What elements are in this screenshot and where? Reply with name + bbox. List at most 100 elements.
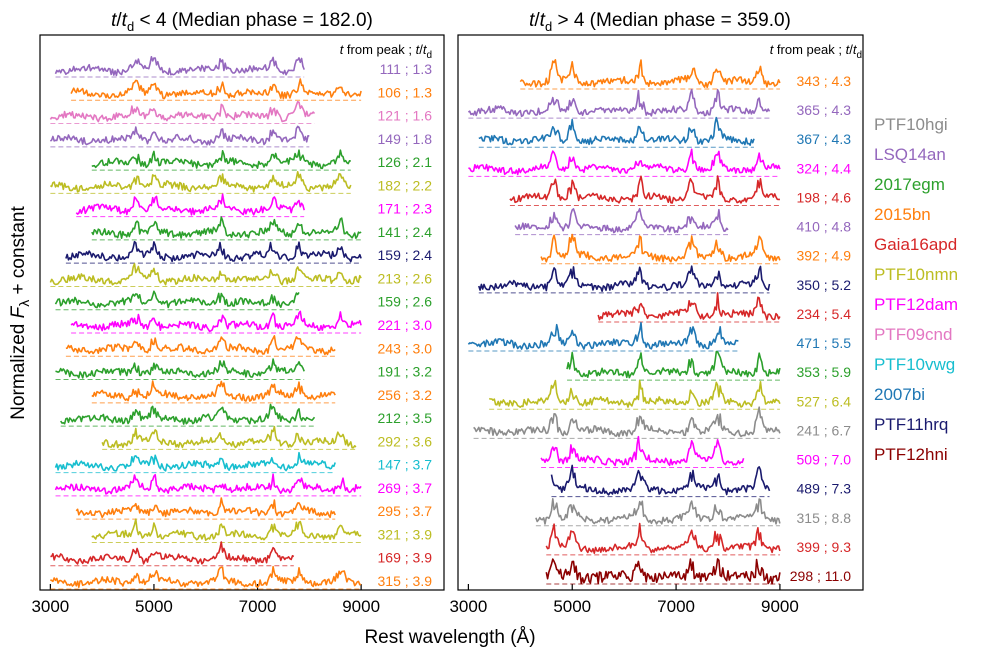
y-axis-label: Normalized Fλ + constant bbox=[8, 206, 32, 420]
spectrum-1-15 bbox=[535, 497, 781, 525]
spectrum-label-1-12: 241 ; 6.7 bbox=[797, 422, 852, 438]
legend-item-0: PTF10hgi bbox=[874, 115, 948, 134]
spectrum-label-0-0: 111 ; 1.3 bbox=[380, 61, 433, 77]
spectrum-label-1-11: 527 ; 6.4 bbox=[797, 393, 852, 409]
spectrum-0-0 bbox=[54, 55, 305, 77]
spectrum-label-1-1: 365 ; 4.3 bbox=[797, 102, 852, 118]
spectrum-label-1-6: 392 ; 4.9 bbox=[797, 248, 852, 264]
right-panel-title: t/td > 4 (Median phase = 359.0) bbox=[529, 10, 791, 34]
legend-item-3: 2015bn bbox=[874, 205, 931, 224]
spectrum-label-0-6: 171 ; 2.3 bbox=[378, 201, 433, 217]
legend-item-6: PTF12dam bbox=[874, 295, 958, 314]
spectrum-label-1-4: 198 ; 4.6 bbox=[797, 189, 852, 205]
x-tick-label-1-3: 9000 bbox=[761, 597, 799, 616]
x-axis-label: Rest wavelength (Å) bbox=[364, 627, 535, 648]
spectrum-1-1 bbox=[467, 88, 771, 118]
spectrum-1-5 bbox=[514, 207, 729, 234]
spectrum-label-0-3: 149 ; 1.8 bbox=[378, 131, 433, 147]
spectrum-label-1-17: 298 ; 11.0 bbox=[790, 568, 851, 584]
spectrum-0-17 bbox=[54, 451, 336, 472]
spectrum-label-1-13: 509 ; 7.0 bbox=[797, 452, 852, 468]
spectrum-label-1-15: 315 ; 8.8 bbox=[797, 510, 852, 526]
spectrum-0-10 bbox=[54, 290, 300, 309]
spectrum-label-0-4: 126 ; 2.1 bbox=[378, 154, 433, 170]
x-tick-label-1-0: 3000 bbox=[449, 597, 487, 616]
spectrum-0-11 bbox=[70, 310, 362, 333]
spectrum-1-13 bbox=[540, 435, 745, 467]
spectrum-label-0-9: 213 ; 2.6 bbox=[378, 270, 433, 286]
spectrum-0-19 bbox=[75, 497, 336, 519]
x-tick-label-0-3: 9000 bbox=[342, 597, 380, 616]
legend-item-10: PTF11hrq bbox=[874, 415, 948, 434]
spectrum-0-8 bbox=[65, 240, 362, 263]
spectrum-1-6 bbox=[540, 233, 781, 263]
x-tick-label-0-2: 7000 bbox=[239, 597, 277, 616]
spectrum-0-14 bbox=[91, 380, 336, 402]
spectrum-0-22 bbox=[50, 565, 362, 589]
x-tick-label-1-1: 5000 bbox=[553, 597, 591, 616]
spectrum-0-21 bbox=[50, 541, 295, 565]
spectrum-1-4 bbox=[509, 175, 780, 204]
x-tick-label-0-1: 5000 bbox=[135, 597, 173, 616]
spectrum-label-1-0: 343 ; 4.3 bbox=[797, 73, 852, 89]
spectrum-0-2 bbox=[49, 100, 316, 123]
spectrum-1-2 bbox=[478, 116, 755, 146]
spectrum-label-1-9: 471 ; 5.5 bbox=[797, 335, 852, 351]
spectrum-1-9 bbox=[467, 321, 739, 350]
legend-item-5: PTF10nmn bbox=[874, 265, 958, 284]
spectrum-label-0-16: 292 ; 3.6 bbox=[378, 433, 433, 449]
spectrum-label-0-5: 182 ; 2.2 bbox=[378, 177, 433, 193]
spectrum-1-7 bbox=[478, 265, 771, 293]
spectrum-label-0-12: 243 ; 3.0 bbox=[378, 340, 433, 356]
spectrum-1-14 bbox=[550, 464, 771, 496]
spectrum-0-3 bbox=[49, 125, 310, 146]
spectrum-1-11 bbox=[488, 379, 781, 409]
spectrum-0-18 bbox=[54, 473, 362, 495]
spectrum-label-1-8: 234 ; 5.4 bbox=[797, 306, 852, 322]
ticks-layer: 3000 5000 7000 9000 3000 5000 7000 9000 bbox=[31, 584, 799, 616]
legend-item-8: PTF10vwg bbox=[874, 355, 955, 374]
spectrum-label-0-14: 256 ; 3.2 bbox=[378, 387, 433, 403]
spectrum-label-1-2: 367 ; 4.3 bbox=[797, 131, 852, 147]
left-column-header: t from peak ; t/td bbox=[340, 42, 432, 61]
spectrum-label-1-14: 489 ; 7.3 bbox=[797, 481, 852, 497]
x-tick-label-1-2: 7000 bbox=[657, 597, 695, 616]
right-column-header: t from peak ; t/td bbox=[770, 42, 862, 61]
spectrum-label-0-19: 295 ; 3.7 bbox=[378, 503, 433, 519]
spectrum-1-8 bbox=[597, 292, 781, 321]
spectrum-1-3 bbox=[468, 148, 781, 176]
spectrum-1-10 bbox=[566, 350, 781, 379]
spectrum-0-5 bbox=[49, 171, 352, 193]
spectrum-label-1-3: 324 ; 4.4 bbox=[797, 160, 852, 176]
left-panel-frame bbox=[39, 34, 445, 591]
spectrum-1-12 bbox=[473, 406, 781, 438]
spectrum-0-1 bbox=[70, 78, 362, 100]
spectrum-0-7 bbox=[91, 216, 362, 239]
spectrum-label-1-5: 410 ; 4.8 bbox=[797, 219, 852, 235]
spectrum-label-0-2: 121 ; 1.6 bbox=[378, 108, 433, 124]
spectrum-0-20 bbox=[91, 518, 362, 542]
legend-item-9: 2007bi bbox=[874, 385, 925, 404]
x-tick-label-0-0: 3000 bbox=[31, 597, 69, 616]
spectrum-label-0-13: 191 ; 3.2 bbox=[378, 364, 433, 380]
spectrum-label-0-22: 315 ; 3.9 bbox=[378, 573, 433, 589]
spectrum-1-0 bbox=[519, 58, 781, 89]
spectrum-0-12 bbox=[65, 334, 336, 356]
labels-layer: 111 ; 1.3 106 ; 1.3 121 ; 1.6 149 ; 1.8 126 … bbox=[378, 61, 852, 589]
legend-item-1: LSQ14an bbox=[874, 145, 946, 164]
spectrum-0-16 bbox=[101, 425, 357, 449]
spectrum-0-13 bbox=[55, 358, 305, 379]
legend-item-7: PTF09cnd bbox=[874, 325, 952, 344]
spectrum-label-0-1: 106 ; 1.3 bbox=[378, 84, 433, 100]
spectrum-label-0-15: 212 ; 3.5 bbox=[378, 410, 433, 426]
spectra-layer bbox=[49, 55, 781, 590]
legend: PTF10hgi LSQ14an 2017egm 2015bn Gaia16apd PTF… bbox=[874, 115, 958, 464]
legend-item-2: 2017egm bbox=[874, 175, 945, 194]
spectrum-label-0-11: 221 ; 3.0 bbox=[378, 317, 433, 333]
spectrum-label-0-8: 159 ; 2.4 bbox=[378, 247, 433, 263]
spectrum-label-0-17: 147 ; 3.7 bbox=[378, 457, 433, 473]
spectrum-0-9 bbox=[49, 262, 362, 286]
legend-item-4: Gaia16apd bbox=[874, 235, 957, 254]
spectrum-0-15 bbox=[60, 403, 316, 425]
